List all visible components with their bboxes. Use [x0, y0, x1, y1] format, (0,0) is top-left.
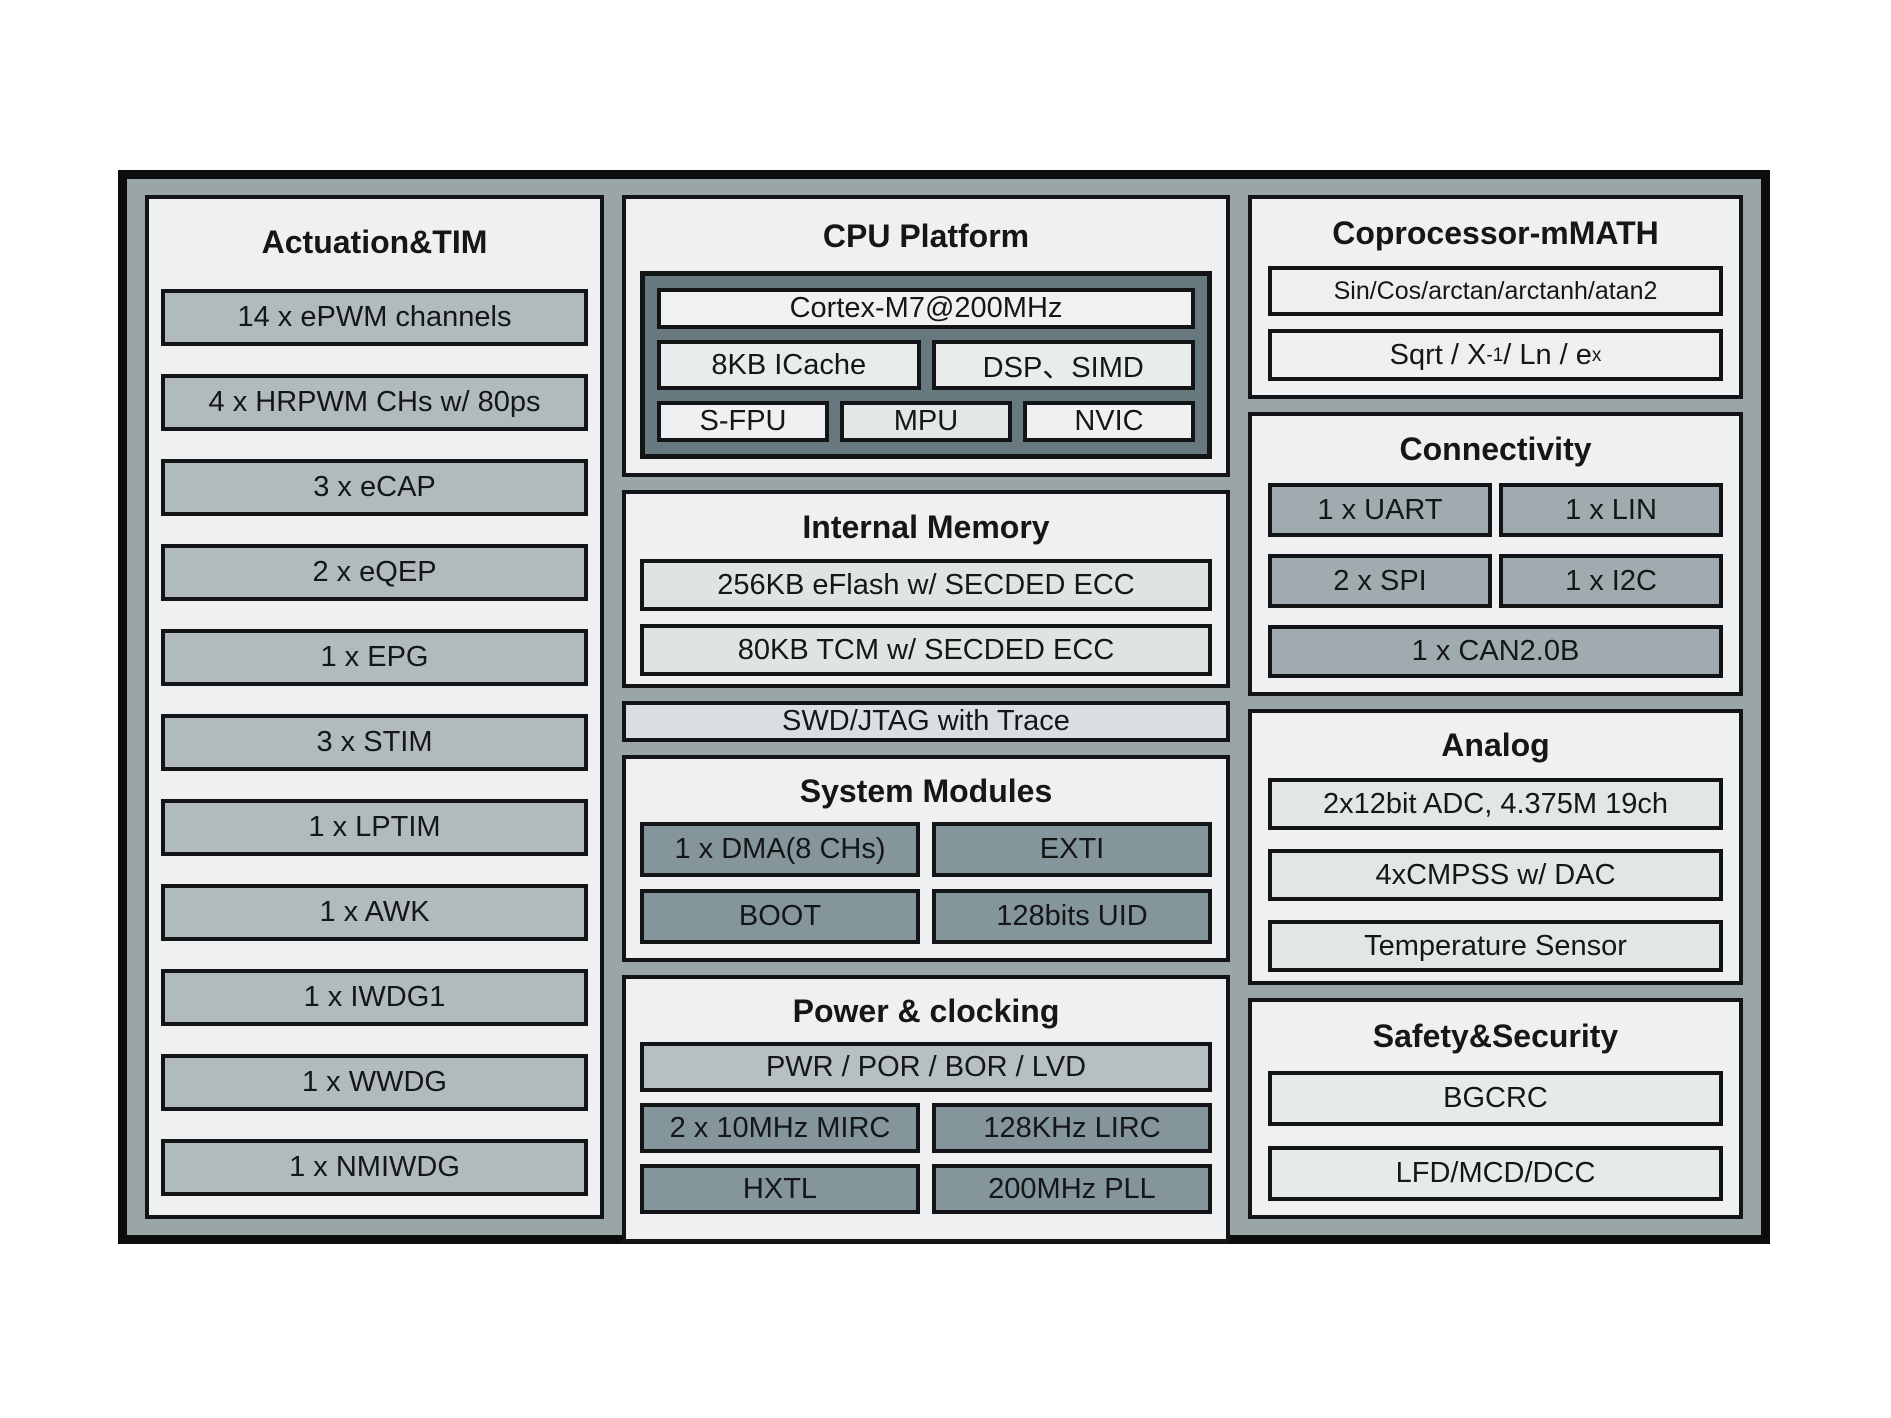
block-wwdg: 1 x WWDG	[161, 1054, 588, 1111]
power-clocking-title: Power & clocking	[792, 993, 1060, 1029]
block-hxtl: HXTL	[640, 1164, 920, 1214]
block-uart: 1 x UART	[1268, 483, 1492, 537]
block-sfpu: S-FPU	[657, 401, 829, 442]
sqrt-sup-x: x	[1591, 344, 1602, 366]
block-spi: 2 x SPI	[1268, 554, 1492, 608]
system-modules-title: System Modules	[799, 773, 1053, 809]
middle-column: CPU Platform Cortex-M7@200MHz 8KB ICache…	[622, 195, 1230, 1243]
block-boot: BOOT	[640, 889, 920, 944]
chip-frame: Actuation&TIM 14 x ePWM channels 4 x HRP…	[118, 170, 1770, 1244]
cpu-platform-title: CPU Platform	[822, 218, 1030, 254]
block-hrpwm: 4 x HRPWM CHs w/ 80ps	[161, 374, 588, 431]
block-swd-jtag: SWD/JTAG with Trace	[782, 705, 1070, 737]
block-mpu: MPU	[840, 401, 1012, 442]
cpu-row-cache: 8KB ICache DSP、SIMD	[657, 340, 1195, 390]
block-stim: 3 x STIM	[161, 714, 588, 771]
panel-cpu-platform: CPU Platform Cortex-M7@200MHz 8KB ICache…	[622, 195, 1230, 477]
right-column: Coprocessor-mMATH Sin/Cos/arctan/arctanh…	[1248, 195, 1743, 1219]
block-dsp-simd: DSP、SIMD	[931, 340, 1195, 390]
block-cortex-m7: Cortex-M7@200MHz	[657, 288, 1195, 329]
panel-system-modules: System Modules 1 x DMA(8 CHs) EXTI BOOT …	[622, 755, 1230, 962]
sqrt-text-base1: Sqrt / X	[1389, 338, 1487, 371]
block-eflash: 256KB eFlash w/ SECDED ECC	[640, 559, 1212, 611]
cpu-row-units: S-FPU MPU NVIC	[657, 401, 1195, 442]
internal-memory-title: Internal Memory	[802, 509, 1050, 545]
block-lirc: 128KHz LIRC	[932, 1103, 1212, 1153]
block-i2c: 1 x I2C	[1499, 554, 1723, 608]
panel-analog: Analog 2x12bit ADC, 4.375M 19ch 4xCMPSS …	[1248, 709, 1743, 985]
panel-power-clocking: Power & clocking PWR / POR / BOR / LVD 2…	[622, 975, 1230, 1243]
block-mirc: 2 x 10MHz MIRC	[640, 1103, 920, 1153]
analog-title: Analog	[1441, 727, 1550, 763]
block-tcm: 80KB TCM w/ SECDED ECC	[640, 624, 1212, 676]
block-awk: 1 x AWK	[161, 884, 588, 941]
block-ecap: 3 x eCAP	[161, 459, 588, 516]
panel-internal-memory: Internal Memory 256KB eFlash w/ SECDED E…	[622, 490, 1230, 688]
panel-coprocessor: Coprocessor-mMATH Sin/Cos/arctan/arctanh…	[1248, 195, 1743, 399]
actuation-title: Actuation&TIM	[261, 224, 488, 260]
block-icache: 8KB ICache	[657, 340, 921, 390]
block-nmiwdg: 1 x NMIWDG	[161, 1139, 588, 1196]
system-row-2: BOOT 128bits UID	[640, 889, 1212, 944]
sqrt-text-base2: / Ln / e	[1503, 338, 1592, 371]
connectivity-title: Connectivity	[1399, 431, 1592, 467]
sqrt-sup-minus1: -1	[1486, 344, 1504, 366]
block-iwdg1: 1 x IWDG1	[161, 969, 588, 1026]
panel-debug: SWD/JTAG with Trace	[622, 701, 1230, 742]
panel-safety-security: Safety&Security BGCRC LFD/MCD/DCC	[1248, 998, 1743, 1219]
cpu-core-container: Cortex-M7@200MHz 8KB ICache DSP、SIMD S-F…	[640, 271, 1212, 459]
block-nvic: NVIC	[1023, 401, 1195, 442]
coprocessor-title: Coprocessor-mMATH	[1332, 215, 1659, 251]
block-uid: 128bits UID	[932, 889, 1212, 944]
block-can: 1 x CAN2.0B	[1268, 625, 1723, 678]
block-lin: 1 x LIN	[1499, 483, 1723, 537]
connectivity-row-1: 1 x UART 1 x LIN	[1268, 483, 1723, 537]
block-lptim: 1 x LPTIM	[161, 799, 588, 856]
block-temp-sensor: Temperature Sensor	[1268, 920, 1723, 972]
connectivity-row-2: 2 x SPI 1 x I2C	[1268, 554, 1723, 608]
panel-actuation-tim: Actuation&TIM 14 x ePWM channels 4 x HRP…	[145, 195, 604, 1219]
safety-security-title: Safety&Security	[1372, 1018, 1619, 1054]
block-dma: 1 x DMA(8 CHs)	[640, 822, 920, 877]
power-row-1: 2 x 10MHz MIRC 128KHz LIRC	[640, 1103, 1212, 1153]
block-epwm-channels: 14 x ePWM channels	[161, 289, 588, 346]
block-pll: 200MHz PLL	[932, 1164, 1212, 1214]
block-trig-functions: Sin/Cos/arctan/arctanh/atan2	[1268, 266, 1723, 316]
panel-connectivity: Connectivity 1 x UART 1 x LIN 2 x SPI 1 …	[1248, 412, 1743, 696]
block-pwr-por-bor-lvd: PWR / POR / BOR / LVD	[640, 1042, 1212, 1092]
block-eqep: 2 x eQEP	[161, 544, 588, 601]
block-epg: 1 x EPG	[161, 629, 588, 686]
block-cmpss: 4xCMPSS w/ DAC	[1268, 849, 1723, 901]
block-exti: EXTI	[932, 822, 1212, 877]
power-row-2: HXTL 200MHz PLL	[640, 1164, 1212, 1214]
block-lfd-mcd-dcc: LFD/MCD/DCC	[1268, 1146, 1723, 1201]
block-bgcrc: BGCRC	[1268, 1071, 1723, 1126]
block-adc: 2x12bit ADC, 4.375M 19ch	[1268, 778, 1723, 830]
system-row-1: 1 x DMA(8 CHs) EXTI	[640, 822, 1212, 877]
